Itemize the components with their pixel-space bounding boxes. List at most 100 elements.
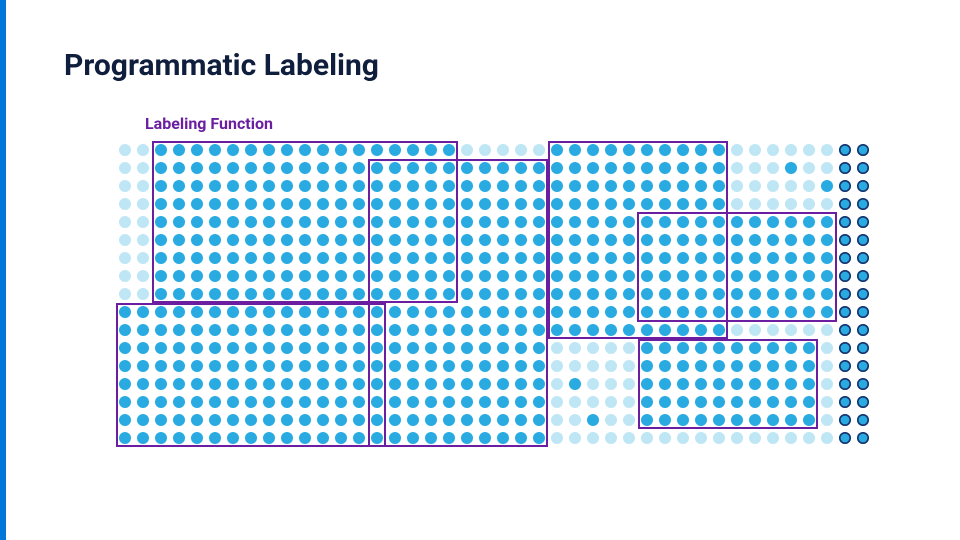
grid-dot [497,144,509,156]
grid-dot [533,144,545,156]
grid-dot [839,162,851,174]
grid-dot [479,144,491,156]
page-title: Programmatic Labeling [64,48,379,83]
grid-dot [749,162,761,174]
grid-dot [569,360,581,372]
grid-dot [569,414,581,426]
grid-dot [785,324,797,336]
grid-dot [749,144,761,156]
grid-dot [857,216,869,228]
grid-dot [839,324,851,336]
grid-dot [587,414,599,426]
grid-dot [767,180,779,192]
grid-dot [605,396,617,408]
grid-dot [551,360,563,372]
grid-dot [767,198,779,210]
grid-dot [857,324,869,336]
grid-dot [659,432,671,444]
grid-dot [857,342,869,354]
grid-dot [839,432,851,444]
labeling-function-region [637,212,837,322]
accent-left-bar [0,0,6,540]
grid-dot [857,198,869,210]
grid-dot [803,432,815,444]
grid-dot [857,306,869,318]
grid-dot [839,270,851,282]
grid-dot [839,198,851,210]
grid-dot [803,144,815,156]
grid-dot [605,432,617,444]
grid-dot [551,378,563,390]
grid-dot [587,432,599,444]
grid-dot [785,144,797,156]
grid-dot [785,180,797,192]
grid-dot [857,360,869,372]
grid-dot [119,288,131,300]
grid-dot [587,360,599,372]
grid-dot [767,324,779,336]
grid-dot [623,414,635,426]
grid-dot [839,288,851,300]
grid-dot [857,396,869,408]
grid-dot [803,180,815,192]
grid-dot [623,378,635,390]
grid-dot [749,180,761,192]
grid-dot [587,396,599,408]
grid-dot [839,216,851,228]
grid-dot [731,432,743,444]
grid-dot [839,342,851,354]
grid-dot [713,432,725,444]
grid-dot [551,432,563,444]
grid-dot [119,198,131,210]
grid-dot [551,414,563,426]
grid-dot [119,234,131,246]
grid-dot [551,396,563,408]
grid-dot [857,180,869,192]
grid-dot [623,396,635,408]
grid-dot [839,306,851,318]
grid-dot [587,378,599,390]
grid-dot [839,180,851,192]
grid-dot [749,432,761,444]
grid-dot [137,234,149,246]
grid-dot [605,342,617,354]
grid-dot [821,198,833,210]
grid-dot [605,360,617,372]
grid-dot [569,432,581,444]
grid-dot [749,324,761,336]
grid-dot [731,324,743,336]
grid-dot [857,432,869,444]
grid-dot [839,360,851,372]
grid-dot [803,198,815,210]
grid-dot [623,342,635,354]
grid-dot [821,180,833,192]
grid-dot [569,342,581,354]
grid-dot [569,378,581,390]
grid-dot [137,180,149,192]
grid-dot [623,432,635,444]
grid-dot [785,432,797,444]
grid-dot [119,252,131,264]
grid-dot [821,342,833,354]
dot-grid-diagram [115,140,885,440]
grid-dot [119,144,131,156]
grid-dot [857,378,869,390]
grid-dot [857,144,869,156]
grid-dot [785,198,797,210]
grid-dot [551,342,563,354]
grid-dot [119,270,131,282]
grid-dot [137,144,149,156]
grid-dot [821,324,833,336]
grid-dot [857,252,869,264]
grid-dot [839,252,851,264]
grid-dot [821,162,833,174]
grid-dot [749,198,761,210]
grid-dot [731,144,743,156]
grid-dot [515,144,527,156]
grid-dot [821,144,833,156]
grid-dot [857,270,869,282]
grid-dot [803,324,815,336]
grid-dot [839,414,851,426]
grid-dot [731,180,743,192]
grid-dot [821,432,833,444]
